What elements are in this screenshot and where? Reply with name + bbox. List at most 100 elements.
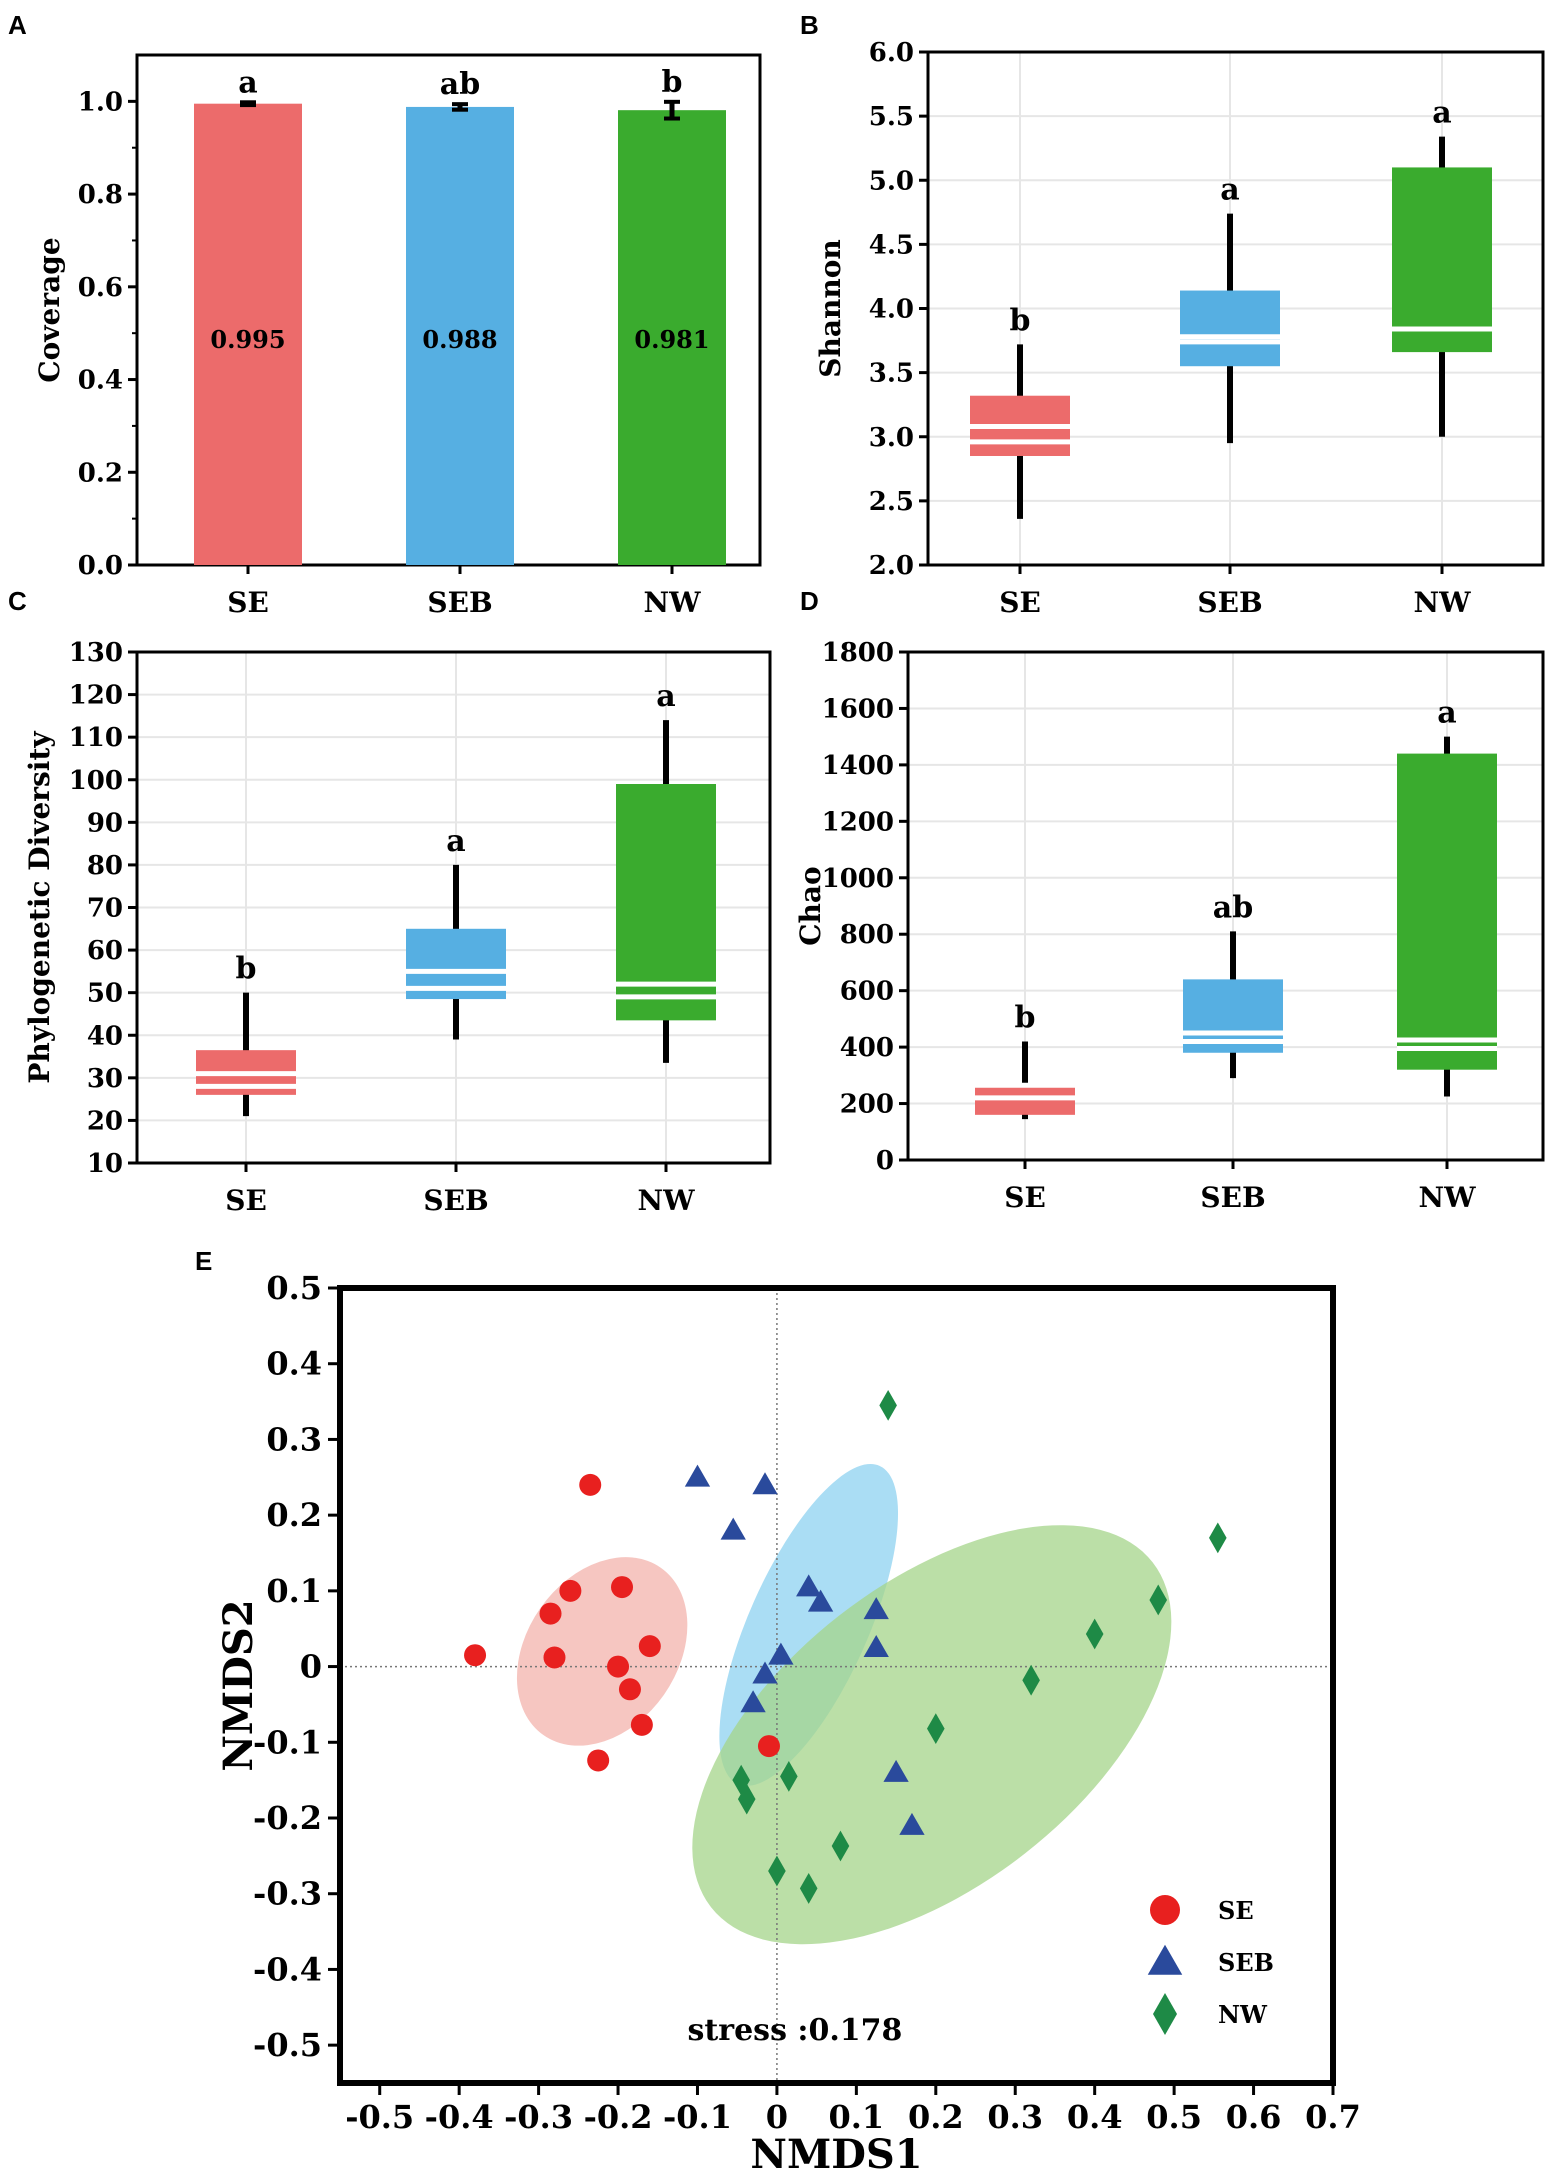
point-se [618, 1678, 641, 1701]
x-tick-label: 0.2 [908, 2098, 964, 2136]
y-tick-label: 0 [876, 1146, 894, 1176]
box [1397, 753, 1497, 1070]
point-seb [863, 1597, 889, 1620]
x-category-label: SE [227, 586, 269, 619]
point-seb [883, 1759, 909, 1782]
significance-letter: a [1220, 173, 1239, 208]
x-tick-label: 0.5 [1146, 2098, 1202, 2136]
y-tick-label: 10 [87, 1149, 123, 1179]
x-category-label: SE [1004, 1181, 1046, 1214]
point-nw [1149, 1584, 1168, 1616]
point-se [607, 1655, 630, 1678]
legend-marker-se [1150, 1895, 1180, 1925]
y-tick-label: 90 [87, 808, 123, 838]
y-tick-label: 0.5 [266, 1269, 322, 1307]
y-tick-label: 400 [840, 1033, 894, 1063]
x-tick-label: -0.5 [345, 2098, 414, 2136]
x-tick-label: 0.3 [987, 2098, 1043, 2136]
y-tick-label: 1.0 [78, 87, 123, 117]
y-tick-label: 0.8 [78, 180, 123, 210]
point-se [579, 1473, 602, 1496]
y-tick-label: 40 [87, 1021, 123, 1051]
y-tick-label: 1000 [822, 864, 894, 894]
point-nw [1085, 1618, 1104, 1650]
x-tick-label: 0.1 [829, 2098, 885, 2136]
legend-label: SEB [1218, 1948, 1274, 1977]
bar [194, 103, 302, 565]
y-tick-label: 0.0 [78, 551, 123, 581]
y-tick-label: 1600 [822, 694, 894, 724]
panel-letter-e: E [195, 1246, 212, 1276]
y-axis-label: Shannon [814, 239, 847, 377]
bar-value-label: 0.988 [422, 325, 497, 354]
y-tick-label: 120 [69, 681, 123, 711]
y-tick-label: 0.1 [266, 1572, 322, 1610]
significance-letter: b [1010, 303, 1031, 338]
y-tick-label: -0.1 [253, 1723, 322, 1761]
significance-letter: b [236, 952, 257, 987]
significance-letter: ab [1213, 890, 1253, 925]
point-se [630, 1713, 653, 1736]
x-tick-label: -0.1 [663, 2098, 732, 2136]
significance-letter: ab [440, 67, 480, 102]
y-tick-label: 4.0 [869, 295, 914, 325]
x-category-label: NW [1418, 1181, 1476, 1214]
y-tick-label: -0.5 [253, 2026, 322, 2064]
panel-letter-b: B [800, 10, 819, 40]
y-tick-label: 0.3 [266, 1420, 322, 1458]
point-seb [720, 1517, 746, 1540]
point-seb [899, 1812, 925, 1835]
y-tick-label: 600 [840, 977, 894, 1007]
point-se [464, 1644, 487, 1667]
x-tick-label: -0.3 [504, 2098, 573, 2136]
x-category-label: SE [225, 1184, 267, 1217]
y-tick-label: 4.5 [869, 230, 914, 260]
point-se [638, 1635, 661, 1658]
point-seb [684, 1464, 711, 1487]
legend-label: NW [1218, 2000, 1268, 2029]
x-tick-label: 0.6 [1226, 2098, 1282, 2136]
point-nw [1022, 1664, 1040, 1696]
x-category-label: NW [1413, 586, 1471, 619]
y-tick-label: -0.4 [253, 1950, 322, 1988]
y-tick-label: 30 [87, 1064, 123, 1094]
y-axis-label: NMDS2 [215, 1599, 262, 1771]
point-nw [737, 1783, 756, 1815]
y-tick-label: 0 [300, 1648, 322, 1686]
y-tick-label: 0.2 [266, 1496, 322, 1534]
panel-b: 2.0 2.5 3.0 3.5 4.0 4.5 5.0 5.5 6.0 Shannon SE SEB N… [814, 38, 1545, 619]
bar-value-label: 0.995 [210, 325, 285, 354]
y-tick-label: 2.5 [869, 487, 914, 517]
point-seb [863, 1634, 889, 1657]
significance-letter: a [656, 679, 675, 714]
significance-letter: a [1437, 696, 1456, 731]
y-tick-label: 1200 [822, 807, 894, 837]
point-nw [799, 1873, 818, 1904]
y-axis-label: Coverage [33, 237, 66, 382]
x-category-label: NW [637, 1184, 695, 1217]
y-tick-label: 2.0 [869, 551, 914, 581]
y-tick-label: 80 [87, 851, 123, 881]
x-tick-label: -0.4 [425, 2098, 494, 2136]
point-seb [740, 1690, 766, 1713]
stress-annotation: stress :0.178 [688, 2013, 903, 2048]
x-tick-label: 0 [766, 2098, 788, 2136]
point-seb [807, 1589, 834, 1612]
point-seb [768, 1642, 794, 1665]
point-seb [752, 1661, 778, 1684]
point-seb [796, 1574, 822, 1597]
significance-letter: a [446, 824, 465, 859]
box [1392, 167, 1492, 353]
panel-d: 0 200 400 600 800 1000 1200 1400 1600 1800 Chao SE S… [794, 638, 1545, 1214]
bar-value-label: 0.981 [634, 325, 709, 354]
panel-letter-a: A [8, 10, 27, 40]
box [1180, 290, 1280, 367]
x-category-label: SEB [427, 586, 492, 619]
y-tick-label: 50 [87, 979, 123, 1009]
confidence-ellipse [516, 1557, 688, 1746]
point-nw [831, 1830, 850, 1862]
y-tick-label: 3.0 [869, 423, 914, 453]
y-tick-label: 1800 [822, 638, 894, 668]
plot-frame [906, 650, 1545, 1162]
